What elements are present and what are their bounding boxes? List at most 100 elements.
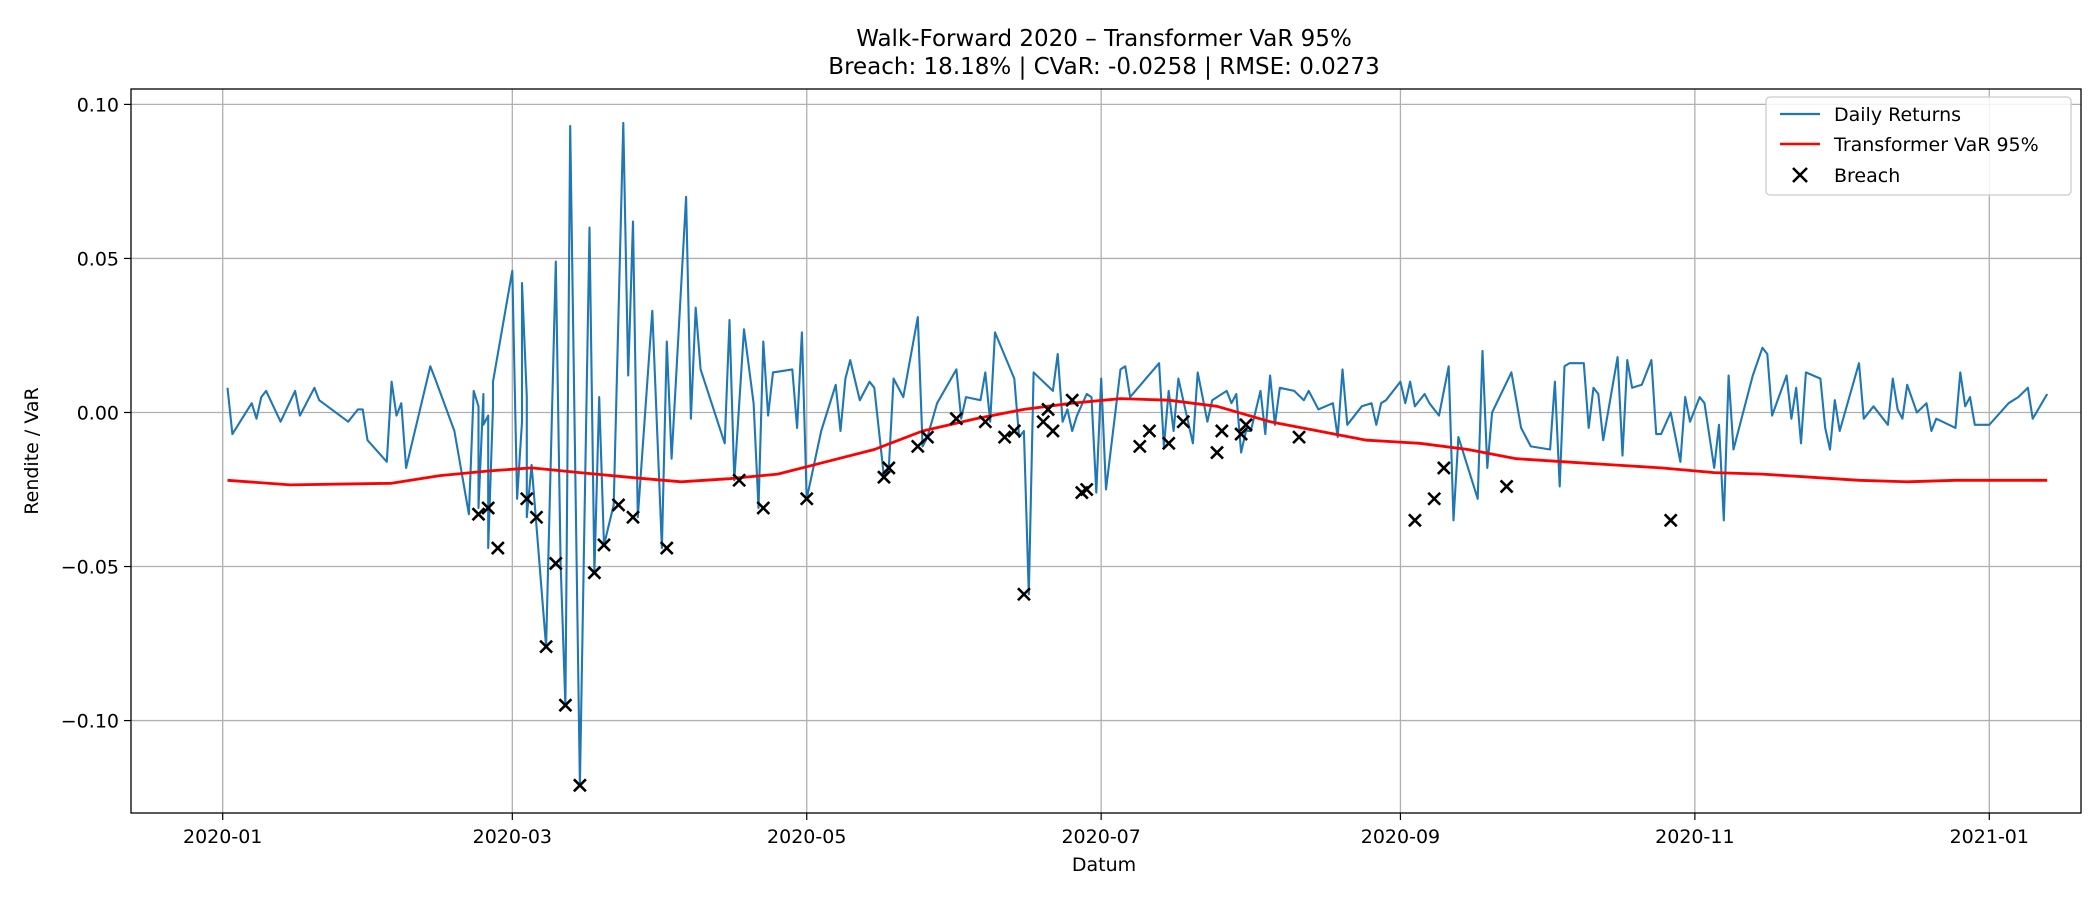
breach-marker bbox=[1234, 427, 1249, 441]
breach-stroke bbox=[1210, 445, 1224, 460]
breach-stroke bbox=[1436, 461, 1451, 475]
breach-stroke bbox=[799, 491, 814, 506]
breach-stroke bbox=[1045, 424, 1060, 438]
x-axis-ticks: 2020-01 2020-03 2020-05 2020-07 2020-09 2020-… bbox=[183, 813, 2029, 848]
breach-marker bbox=[732, 473, 747, 488]
breach-marker bbox=[597, 538, 611, 552]
legend-swatch-breach bbox=[1792, 167, 1808, 183]
x-tick-label: 2020-09 bbox=[1361, 826, 1440, 848]
y-tick-label: 0.10 bbox=[77, 94, 119, 116]
x-tick-label: 2020-11 bbox=[1655, 826, 1734, 848]
breach-stroke bbox=[1007, 424, 1022, 438]
x-axis-label: Datum bbox=[1072, 854, 1136, 876]
legend-label-returns: Daily Returns bbox=[1834, 104, 1961, 126]
y-tick-label: 0.00 bbox=[77, 402, 119, 424]
breach-stroke bbox=[587, 565, 602, 580]
breach-stroke bbox=[1407, 513, 1422, 528]
y-tick-label: −0.10 bbox=[61, 711, 119, 733]
breach-marker bbox=[1007, 424, 1022, 438]
legend: Daily Returns Transformer VaR 95% Breach bbox=[1765, 96, 2072, 196]
plot-area-frame bbox=[130, 88, 2082, 814]
breach-marker bbox=[490, 541, 505, 555]
returns-line bbox=[226, 121, 2049, 787]
breach-stroke bbox=[1292, 430, 1306, 445]
breach-stroke bbox=[1234, 427, 1249, 441]
breach-marker bbox=[572, 778, 587, 793]
breach-marker bbox=[539, 639, 554, 654]
breach-stroke bbox=[626, 510, 640, 525]
breach-marker bbox=[1065, 393, 1080, 408]
breach-marker bbox=[519, 491, 534, 506]
breach-stroke bbox=[732, 473, 747, 488]
breach-marker bbox=[548, 556, 563, 571]
chart-subtitle: Breach: 18.18% | CVaR: -0.0258 | RMSE: 0… bbox=[828, 54, 1379, 80]
breach-stroke bbox=[1499, 479, 1514, 494]
breach-marker bbox=[1407, 513, 1422, 528]
breach-marker bbox=[587, 565, 602, 580]
breach-stroke bbox=[1017, 587, 1031, 602]
breach-marker bbox=[1041, 402, 1055, 417]
legend-label-var: Transformer VaR 95% bbox=[1833, 134, 2039, 156]
breach-marker bbox=[1176, 414, 1191, 429]
breach-stroke bbox=[490, 541, 505, 555]
breach-stroke bbox=[756, 501, 771, 515]
breach-marker bbox=[626, 510, 640, 525]
breach-stroke bbox=[1161, 436, 1176, 451]
breach-marker bbox=[1292, 430, 1306, 445]
breach-stroke bbox=[558, 698, 573, 713]
breach-marker bbox=[1499, 479, 1514, 494]
breach-marker bbox=[997, 430, 1012, 445]
breach-stroke bbox=[1142, 424, 1157, 438]
chart-title: Walk-Forward 2020 – Transformer VaR 95% bbox=[856, 26, 1352, 52]
breach-stroke bbox=[519, 491, 534, 506]
breach-stroke bbox=[1427, 491, 1442, 506]
breach-marker bbox=[949, 411, 964, 426]
legend-label-breach: Breach bbox=[1834, 165, 1900, 187]
breach-stroke bbox=[1239, 417, 1253, 432]
x-tick-label: 2020-07 bbox=[1061, 826, 1140, 848]
breach-stroke bbox=[611, 497, 626, 512]
breach-marker bbox=[659, 541, 674, 555]
breach-marker bbox=[1132, 439, 1147, 454]
breach-stroke bbox=[978, 414, 993, 429]
breach-stroke bbox=[572, 778, 587, 793]
breach-marker bbox=[756, 501, 771, 515]
breach-stroke bbox=[1041, 402, 1055, 417]
breach-stroke bbox=[1036, 414, 1051, 429]
breach-marker bbox=[1079, 482, 1094, 497]
series-group bbox=[226, 121, 2049, 787]
breach-stroke bbox=[881, 461, 896, 475]
y-axis-label: Rendite / VaR bbox=[21, 387, 43, 514]
breach-stroke bbox=[529, 510, 544, 525]
breach-marker bbox=[799, 491, 814, 506]
var-line bbox=[227, 397, 2048, 487]
breach-marker bbox=[1161, 436, 1176, 451]
y-tick-label: 0.05 bbox=[77, 248, 119, 270]
grid-lines bbox=[131, 89, 2081, 813]
breach-stroke bbox=[1132, 439, 1147, 454]
x-tick-label: 2020-05 bbox=[767, 826, 846, 848]
x-tick-label: 2020-01 bbox=[183, 826, 262, 848]
breach-marker bbox=[978, 414, 993, 429]
breach-stroke bbox=[1214, 424, 1229, 438]
breach-markers bbox=[471, 393, 1678, 793]
breach-marker bbox=[1045, 424, 1060, 438]
breach-stroke bbox=[1079, 482, 1094, 497]
breach-marker bbox=[881, 461, 896, 475]
breach-marker bbox=[1017, 587, 1031, 602]
breach-marker bbox=[1239, 417, 1253, 432]
breach-marker bbox=[920, 430, 935, 445]
y-tick-label: −0.05 bbox=[61, 557, 119, 579]
breach-stroke bbox=[597, 538, 611, 552]
breach-marker bbox=[1142, 424, 1157, 438]
breach-marker bbox=[1663, 513, 1678, 528]
breach-marker bbox=[471, 507, 486, 522]
breach-stroke bbox=[1176, 414, 1191, 429]
breach-marker bbox=[1210, 445, 1224, 460]
breach-stroke bbox=[548, 556, 563, 571]
breach-marker bbox=[481, 501, 496, 515]
y-axis-ticks: 0.10 0.05 0.00 −0.05 −0.10 bbox=[61, 94, 131, 733]
breach-stroke bbox=[659, 541, 674, 555]
legend-box bbox=[1765, 96, 2072, 196]
